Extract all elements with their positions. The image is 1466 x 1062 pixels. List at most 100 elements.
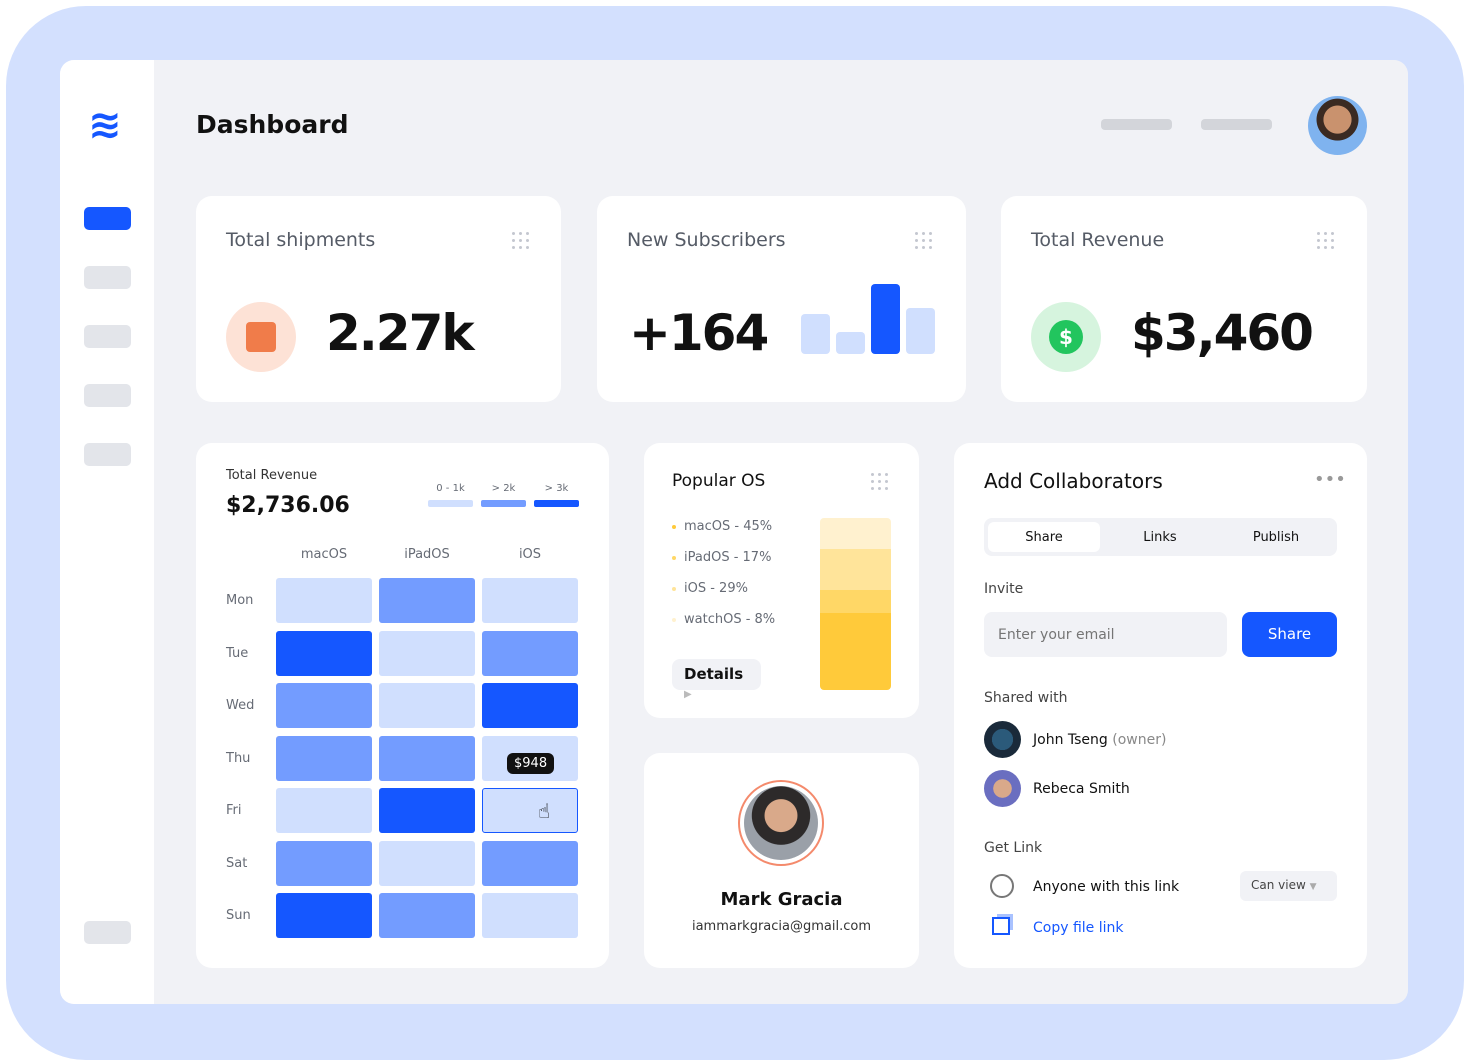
sidebar-item-1[interactable] [84, 207, 131, 230]
shared-user[interactable]: Rebeca Smith [984, 770, 1134, 807]
chevron-right-icon: ▶ [684, 689, 692, 700]
sidebar-item-4[interactable] [84, 384, 131, 407]
heatmap-cell[interactable] [276, 683, 372, 728]
heatmap-cell[interactable] [276, 735, 372, 781]
heatmap-cell[interactable] [276, 893, 372, 938]
heatmap-cell[interactable] [379, 683, 475, 728]
anyone-with-link-label: Anyone with this link [1033, 879, 1180, 895]
copy-file-link[interactable]: Copy file link [1033, 920, 1124, 936]
sidebar-item-3[interactable] [84, 325, 131, 348]
header-placeholder-1[interactable] [1101, 119, 1172, 130]
os-label: watchOS - 8% [684, 612, 776, 627]
stat-title: New Subscribers [627, 229, 786, 251]
tab-publish[interactable]: Publish [1252, 529, 1300, 545]
sidebar-item-settings[interactable] [84, 921, 131, 944]
user-avatar [984, 770, 1021, 807]
user-circle-icon [990, 874, 1014, 898]
heatmap-cell[interactable] [482, 578, 578, 623]
more-icon[interactable] [512, 232, 530, 250]
stat-title: Total Revenue [1031, 229, 1165, 251]
more-icon[interactable] [915, 232, 933, 250]
stacked-bar [820, 518, 891, 690]
heatmap-cell[interactable] [276, 578, 372, 623]
more-icon[interactable] [1317, 232, 1335, 250]
invite-label: Invite [984, 581, 1024, 597]
legend-swatch [428, 500, 473, 507]
heatmap-cell[interactable] [482, 630, 578, 676]
logo-icon: ≋ [88, 102, 122, 148]
tab-share[interactable]: Share [988, 522, 1100, 552]
profile-name: Mark Gracia [720, 889, 843, 910]
card-title: Total Revenue [226, 468, 318, 483]
os-legend-item: iOS - 29% [672, 581, 748, 596]
row-label: Mon [226, 593, 254, 608]
heatmap-cell[interactable] [276, 840, 372, 886]
tab-bar: Share Links Publish [984, 518, 1337, 556]
collaborators-card: Add Collaborators ••• Share Links Publis… [954, 443, 1367, 968]
heatmap-cell[interactable] [379, 630, 475, 676]
header-placeholder-2[interactable] [1201, 119, 1272, 130]
heatmap-cell[interactable] [482, 788, 578, 833]
bar-segment-ios [820, 590, 891, 613]
heatmap-cell[interactable] [379, 840, 475, 886]
revenue-heatmap-card: Total Revenue $2,736.06 0 - 1k > 2k > 3k m… [196, 443, 609, 968]
profile-card: Mark Gracia iammarkgracia@gmail.com [644, 753, 919, 968]
heatmap-cell[interactable] [379, 578, 475, 623]
sidebar-item-2[interactable] [84, 266, 131, 289]
os-label: macOS - 45% [684, 519, 773, 534]
bar-segment-watchos [820, 518, 891, 549]
legend-label: 0 - 1k [436, 483, 465, 494]
tab-links[interactable]: Links [1143, 529, 1177, 545]
user-avatar [984, 721, 1021, 758]
permission-dropdown[interactable]: Can view ▼ [1240, 871, 1337, 901]
column-label: macOS [300, 547, 348, 562]
shared-with-label: Shared with [984, 690, 1068, 706]
heatmap-cell[interactable] [276, 630, 372, 676]
mini-bar [871, 284, 900, 354]
os-legend-item: macOS - 45% [672, 519, 772, 534]
shared-user[interactable]: John Tseng (owner) [984, 721, 1166, 758]
details-button[interactable]: Details ▶ [672, 659, 761, 700]
heatmap-cell[interactable] [482, 683, 578, 728]
bullet-icon [672, 586, 676, 591]
sidebar: ≋ [60, 60, 154, 1004]
popular-os-card: Popular OS macOS - 45% iPadOS - 17% iOS - … [644, 443, 919, 718]
share-button[interactable]: Share [1242, 612, 1337, 657]
user-name: John Tseng [1033, 731, 1108, 748]
revenue-value: $2,736.06 [226, 493, 350, 518]
stat-card-revenue: Total Revenue $ $3,460 [1001, 196, 1367, 402]
app-window: ≋ Dashboard Total shipments 2.27k New Su… [60, 60, 1408, 1004]
os-legend-item: iPadOS - 17% [672, 550, 771, 565]
copy-icon[interactable] [992, 917, 1010, 935]
os-label: iPadOS - 17% [684, 550, 772, 565]
permission-value: Can view [1251, 878, 1306, 892]
heatmap-cell[interactable] [379, 788, 475, 833]
column-label: iPadOS [404, 547, 450, 562]
avatar[interactable] [1308, 96, 1367, 155]
stat-card-subscribers: New Subscribers +164 [597, 196, 966, 402]
page-title: Dashboard [196, 110, 349, 139]
legend-label: > 2k [491, 483, 516, 494]
email-input[interactable] [984, 612, 1227, 657]
stat-value: 2.27k [326, 304, 475, 362]
more-horizontal-icon[interactable]: ••• [1314, 469, 1346, 490]
heatmap-cell[interactable] [379, 893, 475, 938]
details-label: Details [684, 665, 744, 683]
user-name: Rebeca Smith [1033, 780, 1130, 797]
bullet-icon [672, 555, 676, 560]
heatmap-cell[interactable] [379, 735, 475, 781]
row-label: Sat [226, 855, 248, 871]
tooltip: $948 [507, 753, 555, 774]
sidebar-item-5[interactable] [84, 443, 131, 466]
more-icon[interactable] [871, 473, 889, 491]
heatmap-cell[interactable] [276, 788, 372, 833]
heatmap-cell[interactable] [482, 893, 578, 938]
profile-avatar[interactable] [738, 780, 824, 866]
dollar-icon: $ [1031, 302, 1101, 372]
bullet-icon [672, 524, 676, 529]
heatmap-cell[interactable] [482, 840, 578, 886]
get-link-label: Get Link [984, 840, 1043, 856]
legend-swatch [481, 500, 526, 507]
mini-bar [801, 314, 830, 354]
cursor-hand-icon: ☝ [538, 799, 551, 823]
